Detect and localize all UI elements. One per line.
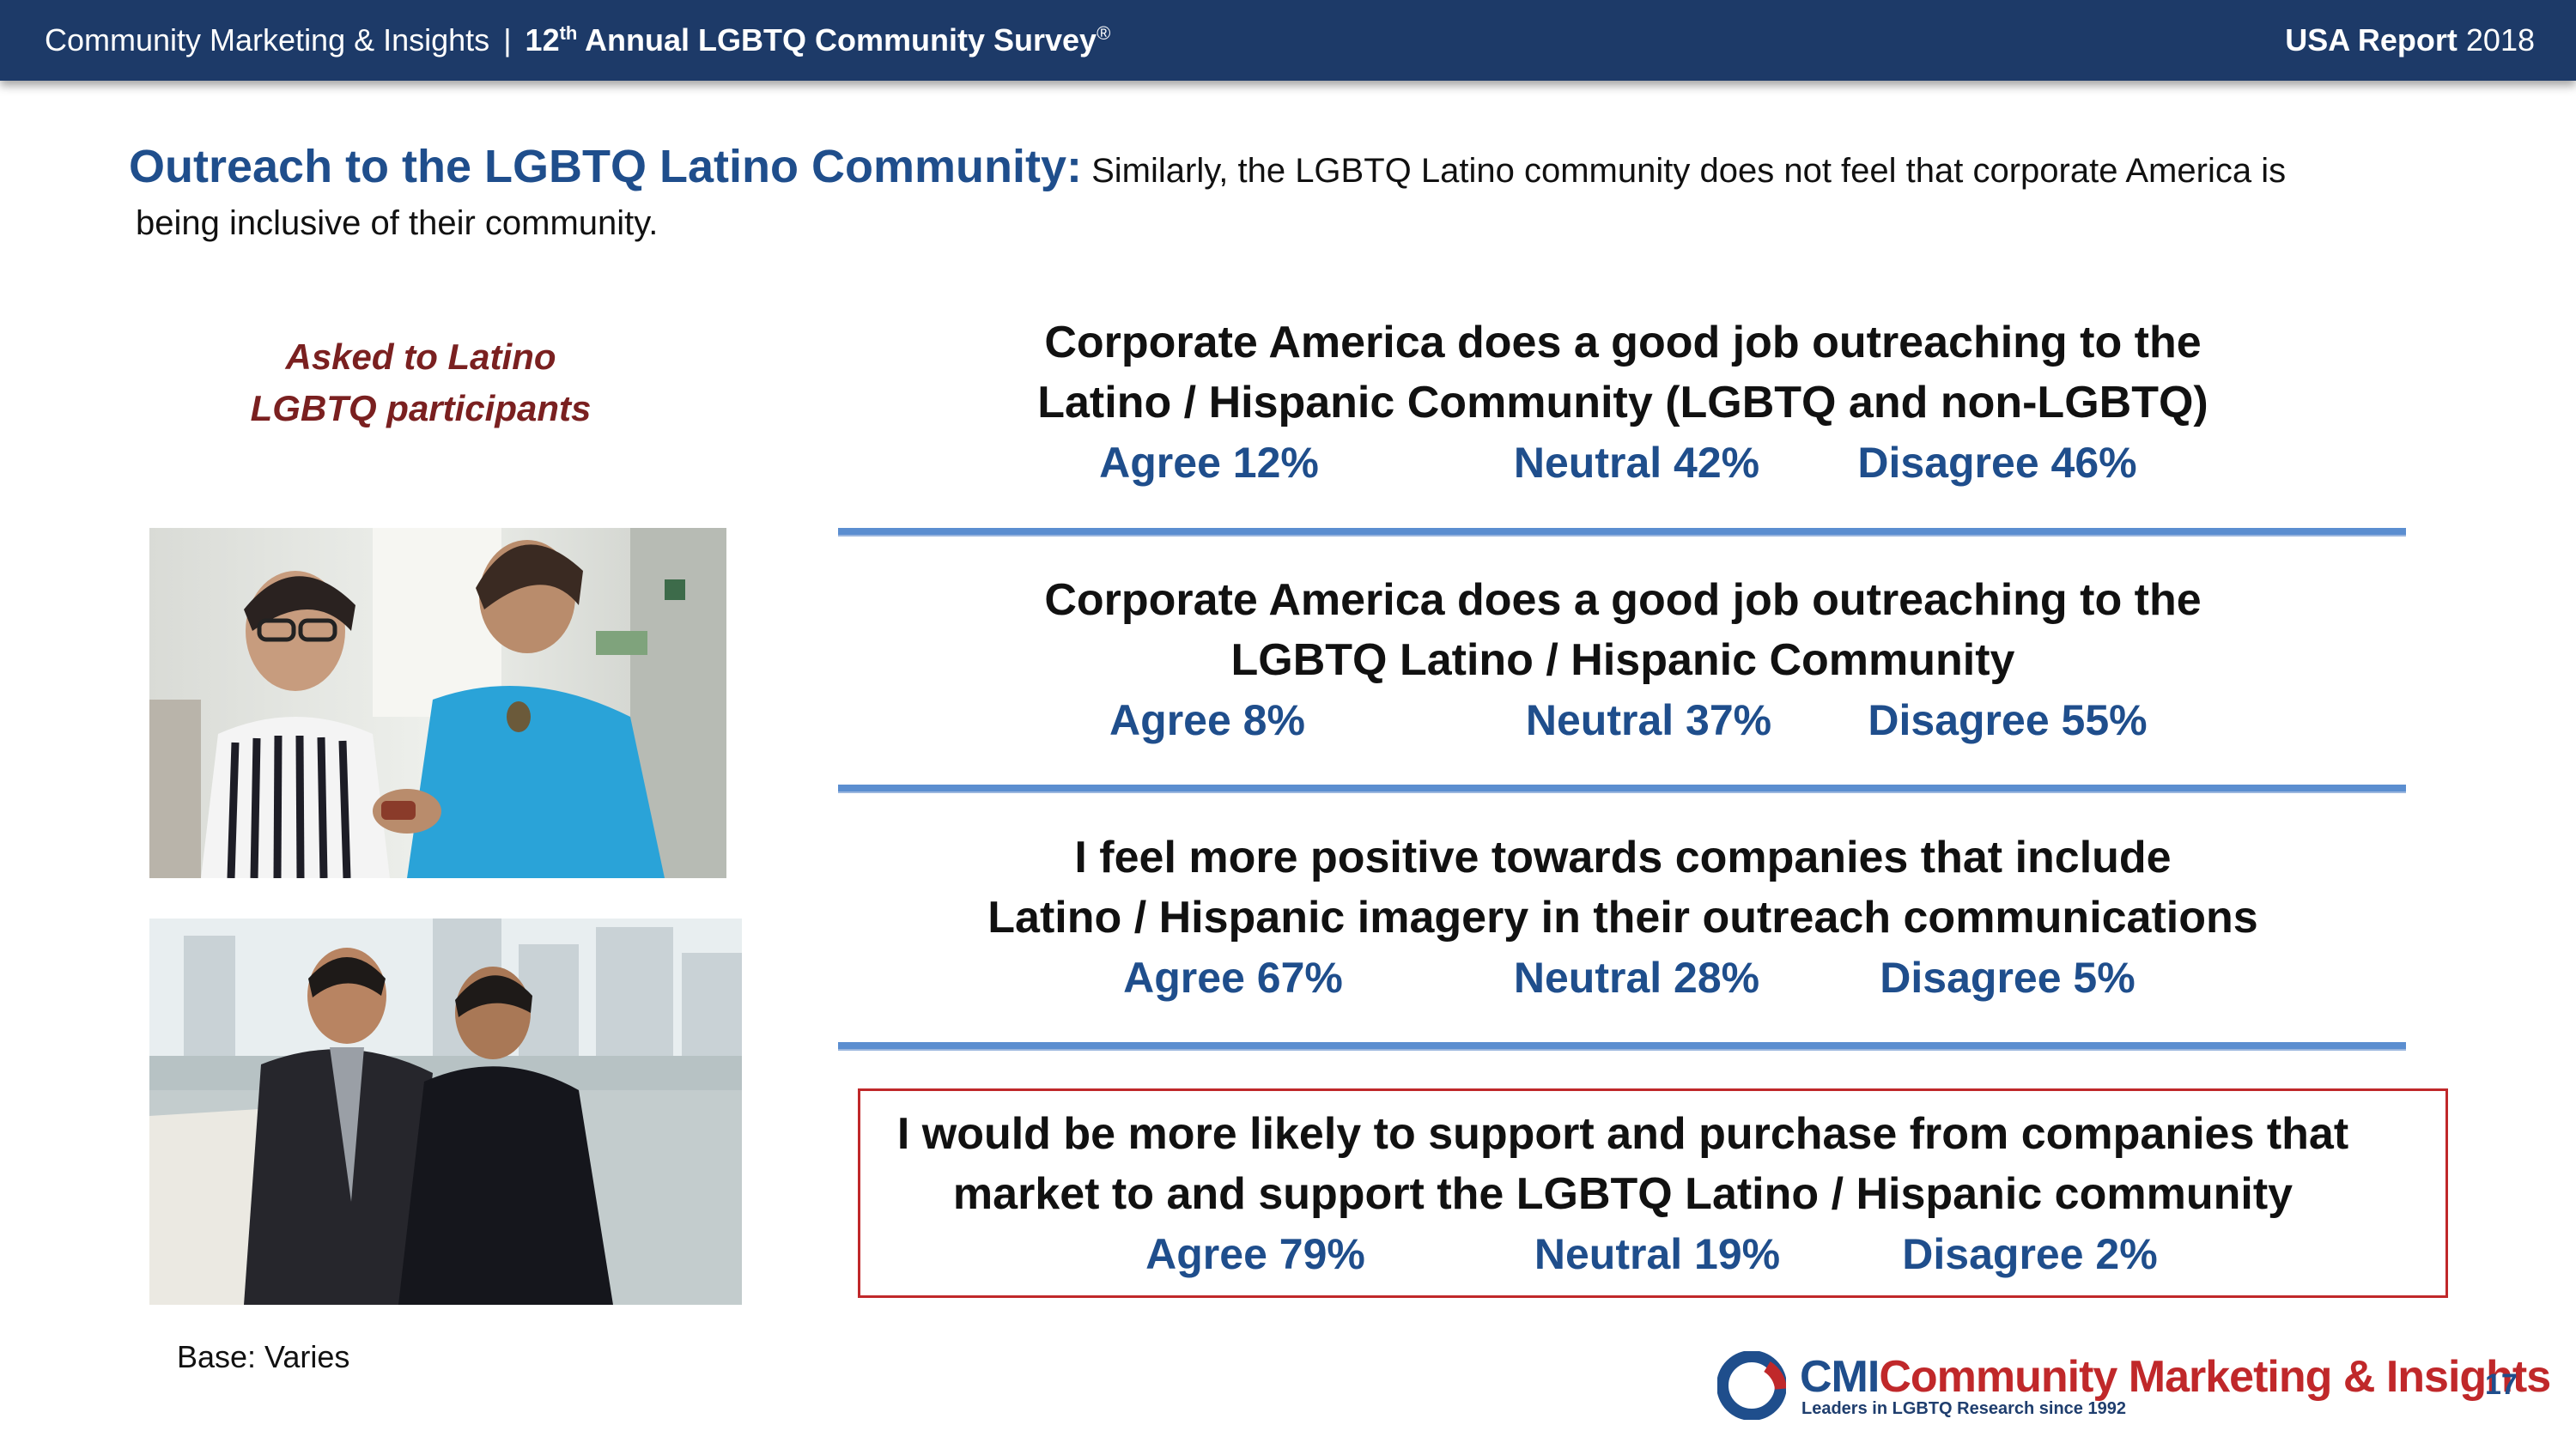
base-note: Base: Varies: [177, 1339, 350, 1374]
photo-two-women: [149, 528, 726, 878]
statement-3: I feel more positive towards companies t…: [841, 828, 2404, 1008]
disagree-value: Disagree 55%: [1868, 696, 2148, 744]
disagree-value: Disagree 46%: [1857, 439, 2137, 487]
agree-value: Agree 8%: [1109, 696, 1305, 744]
statement-4-line-1: I would be more likely to support and pu…: [896, 1109, 2349, 1159]
neutral-value: Neutral 37%: [1525, 696, 1772, 744]
statement-4-line-2: market to and support the LGBTQ Latino /…: [952, 1169, 2293, 1219]
page-number: 17: [2485, 1368, 2518, 1401]
divider: [838, 785, 2406, 793]
divider: [838, 1042, 2406, 1051]
statement-3-stats: Agree 67% Neutral 28% Disagree 5%: [841, 948, 2404, 1008]
page-title: Outreach to the LGBTQ Latino Community: …: [129, 141, 2499, 204]
neutral-value: Neutral 19%: [1534, 1230, 1781, 1278]
statement-2-line-2: LGBTQ Latino / Hispanic Community: [1230, 635, 2015, 685]
header-report: USA Report 2018: [2285, 22, 2535, 58]
cmi-logo-tagline: Leaders in LGBTQ Research since 1992: [1801, 1399, 2126, 1418]
statement-2-stats: Agree 8% Neutral 37% Disagree 55%: [841, 690, 2404, 750]
header-survey: 12th Annual LGBTQ Community Survey: [525, 22, 1097, 58]
audience-line-2: LGBTQ participants: [250, 388, 592, 428]
report-year: 2018: [2465, 22, 2535, 58]
header-separator: |: [503, 22, 512, 58]
statement-4: I would be more likely to support and pu…: [841, 1104, 2404, 1284]
audience-note: Asked to Latino LGBTQ participants: [197, 331, 644, 434]
statement-3-line-1: I feel more positive towards companies t…: [1074, 833, 2172, 882]
disagree-value: Disagree 2%: [1902, 1230, 2158, 1278]
neutral-value: Neutral 28%: [1513, 954, 1760, 1002]
statement-1-stats: Agree 12% Neutral 42% Disagree 46%: [841, 433, 2404, 493]
statement-1-line-1: Corporate America does a good job outrea…: [1044, 318, 2202, 367]
highlight-box: [858, 1088, 2448, 1298]
header-title: Community Marketing & Insights | 12th Annu…: [45, 22, 1110, 58]
report-label: USA Report: [2285, 22, 2458, 58]
cmi-logo-icon: [1716, 1350, 1787, 1421]
photo-two-men: [149, 919, 742, 1305]
title-lead: Outreach to the LGBTQ Latino Community:: [129, 141, 1082, 192]
disagree-value: Disagree 5%: [1880, 954, 2136, 1002]
agree-value: Agree 12%: [1099, 439, 1319, 487]
statement-4-stats: Agree 79% Neutral 19% Disagree 2%: [841, 1224, 2404, 1284]
statement-2-line-1: Corporate America does a good job outrea…: [1044, 575, 2202, 625]
neutral-value: Neutral 42%: [1513, 439, 1760, 487]
title-description: Similarly, the LGBTQ Latino community do…: [1081, 152, 2287, 190]
agree-value: Agree 67%: [1123, 954, 1343, 1002]
statement-1: Corporate America does a good job outrea…: [841, 312, 2404, 493]
title-description-cont: being inclusive of their community.: [136, 204, 659, 242]
statement-1-line-2: Latino / Hispanic Community (LGBTQ and n…: [1037, 378, 2208, 427]
statement-2: Corporate America does a good job outrea…: [841, 570, 2404, 750]
header-bar: [0, 0, 2576, 81]
header-org: Community Marketing & Insights: [45, 22, 490, 58]
agree-value: Agree 79%: [1145, 1230, 1365, 1278]
audience-line-1: Asked to Latino: [285, 336, 556, 377]
statement-3-line-2: Latino / Hispanic imagery in their outre…: [987, 893, 2258, 943]
divider: [838, 528, 2406, 537]
cmi-logo-acronym: CMI: [1800, 1352, 1880, 1402]
cmi-logo-name: CMICommunity Marketing & Insights: [1800, 1352, 2551, 1402]
registered-mark: ®: [1097, 22, 1111, 44]
